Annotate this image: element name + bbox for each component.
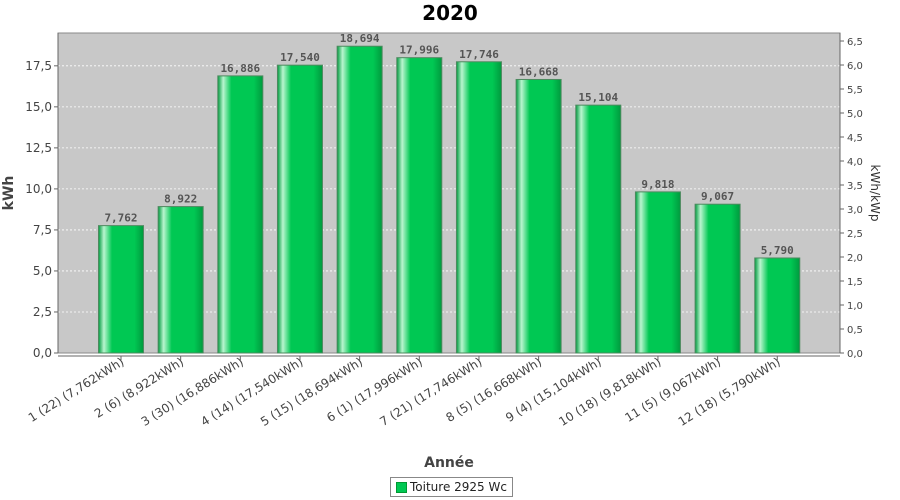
data-label: 18,694 bbox=[340, 32, 380, 45]
legend: Toiture 2925 Wc bbox=[390, 477, 513, 497]
bar bbox=[336, 45, 383, 354]
y2-tick-label: 5,5 bbox=[847, 85, 863, 96]
y2-tick-label: 4,5 bbox=[847, 133, 863, 144]
bar bbox=[515, 78, 562, 354]
bar bbox=[217, 75, 264, 354]
x-tick-label: 1 (22) (7,762kWh) bbox=[26, 355, 127, 425]
data-label: 7,762 bbox=[104, 212, 137, 225]
bar bbox=[694, 203, 741, 354]
bar bbox=[276, 64, 323, 354]
y2-tick-label: 6,0 bbox=[847, 61, 863, 72]
data-label: 15,104 bbox=[578, 91, 618, 104]
y2-tick-label: 2,0 bbox=[847, 253, 863, 264]
bar bbox=[98, 225, 144, 354]
y-tick-label: 7,5 bbox=[33, 223, 52, 237]
x-tick-label: 10 (18) (9,818kWh) bbox=[556, 355, 663, 429]
bar bbox=[396, 57, 443, 354]
bar bbox=[157, 206, 204, 354]
y2-tick-label: 1,5 bbox=[847, 277, 863, 288]
data-label: 9,818 bbox=[641, 178, 674, 191]
y2-tick-label: 5,0 bbox=[847, 109, 863, 120]
y2-tick-label: 4,0 bbox=[847, 157, 863, 168]
y-tick-label: 2,5 bbox=[33, 305, 52, 319]
x-tick-label: 12 (18) (5,790kWh) bbox=[676, 355, 783, 429]
y-tick-label: 0,0 bbox=[33, 346, 52, 360]
bar bbox=[634, 191, 681, 354]
x-tick-label: 4 (14) (17,540kWh) bbox=[198, 355, 305, 429]
data-label: 16,668 bbox=[519, 65, 559, 78]
y2-tick-label: 3,5 bbox=[847, 181, 863, 192]
data-label: 17,996 bbox=[399, 44, 439, 57]
legend-swatch bbox=[396, 481, 407, 493]
y2-tick-label: 6,5 bbox=[847, 37, 863, 48]
chart-title: 2020 bbox=[422, 1, 478, 25]
y-tick-label: 12,5 bbox=[25, 141, 52, 155]
y2-tick-label: 0,5 bbox=[847, 325, 863, 336]
y2-tick-label: 3,0 bbox=[847, 205, 863, 216]
x-axis-label: Année bbox=[424, 455, 474, 471]
y-axis-label: kWh bbox=[1, 176, 17, 211]
bar bbox=[455, 61, 502, 354]
data-label: 5,790 bbox=[761, 244, 794, 257]
data-label: 17,746 bbox=[459, 48, 499, 61]
plot-area: 0,0 2,5 5,0 7,5 10,0 12,5 15,0 17,5 0,0 0,5 1,0 1,5… bbox=[25, 32, 863, 429]
data-label: 16,886 bbox=[220, 62, 260, 75]
data-label: 9,067 bbox=[701, 190, 734, 203]
x-tick-label: 7 (21) (17,746kWh) bbox=[377, 355, 484, 429]
bar bbox=[575, 104, 622, 354]
y-tick-label: 10,0 bbox=[25, 182, 52, 196]
legend-label: Toiture 2925 Wc bbox=[410, 480, 507, 494]
y-tick-label: 15,0 bbox=[25, 100, 52, 114]
x-tick-label: 5 (15) (18,694kWh) bbox=[258, 355, 365, 429]
x-tick-label: 3 (30) (16,886kWh) bbox=[139, 355, 246, 429]
y-tick-label: 5,0 bbox=[33, 264, 52, 278]
data-label: 8,922 bbox=[164, 193, 197, 206]
data-label: 17,540 bbox=[280, 51, 320, 64]
y2-axis-label: kWh/kWp bbox=[868, 165, 882, 222]
y2-tick-label: 2,5 bbox=[847, 229, 863, 240]
y2-tick-label: 0,0 bbox=[847, 349, 863, 360]
y2-tick-label: 1,0 bbox=[847, 301, 863, 312]
bar bbox=[754, 257, 801, 354]
y-tick-label: 17,5 bbox=[25, 59, 52, 73]
